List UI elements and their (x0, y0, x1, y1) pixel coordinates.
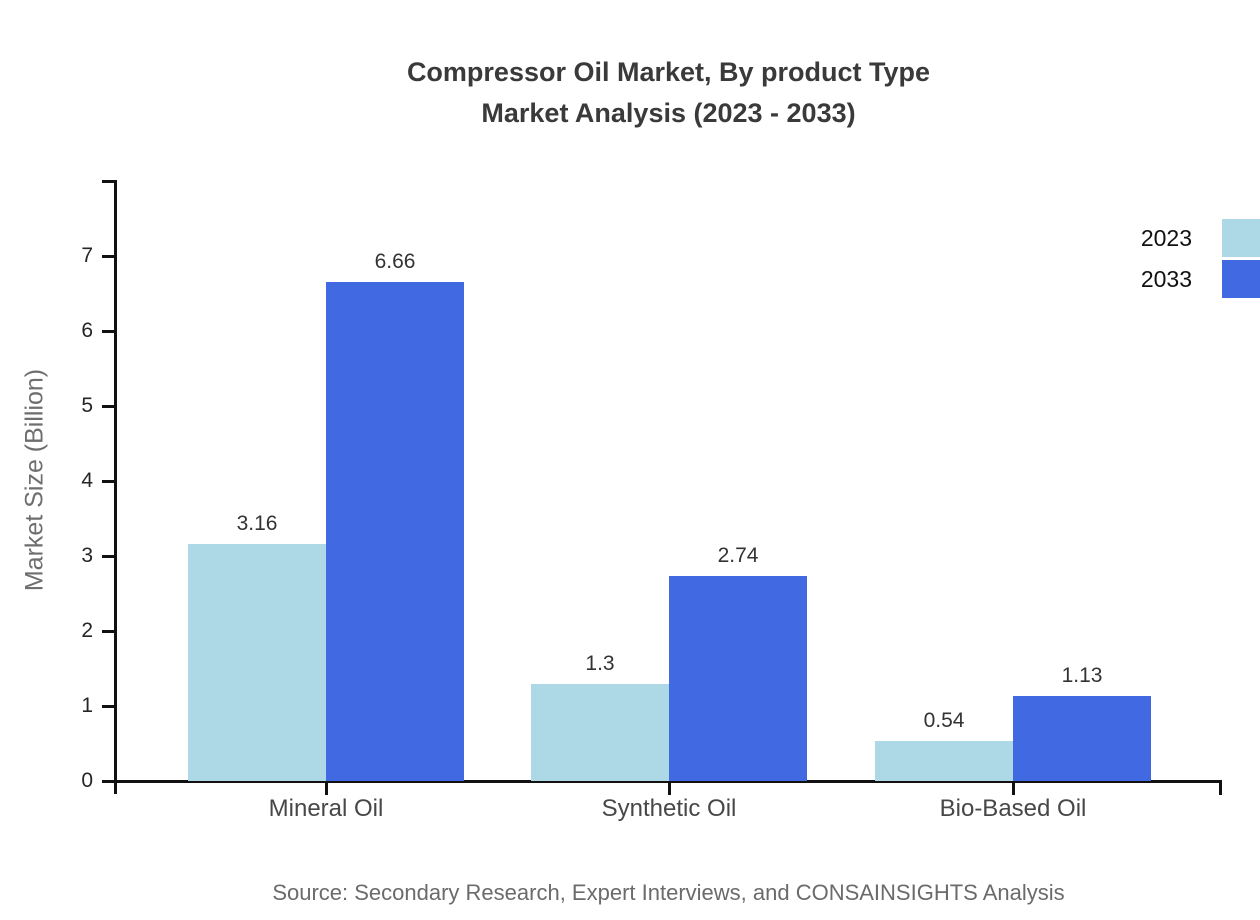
y-tick (102, 779, 115, 783)
bar-value-label-2033-mineral-oil: 6.66 (374, 249, 416, 273)
y-tick (102, 254, 115, 258)
category-label-mineral-oil: Mineral Oil (268, 795, 384, 822)
y-tick-label: 0 (81, 769, 93, 792)
legend-swatch-2023 (1222, 219, 1260, 257)
bar-value-label-2023-synthetic-oil: 1.3 (585, 651, 615, 675)
y-tick (102, 329, 115, 333)
y-tick (102, 554, 115, 558)
category-label-synthetic-oil: Synthetic Oil (601, 795, 737, 822)
legend-item-2023: 2023 (1141, 219, 1260, 257)
y-tick-label: 6 (81, 319, 93, 342)
y-tick-label: 1 (81, 694, 93, 717)
y-tick (102, 704, 115, 708)
legend-label-2033: 2033 (1140, 265, 1192, 292)
y-tick (102, 404, 115, 408)
x-tick (667, 781, 671, 795)
y-tick (102, 479, 115, 483)
bar-2033-bio-based-oil (1013, 696, 1151, 781)
legend-item-2033: 2033 (1141, 260, 1260, 298)
plot-area: 0 1 2 3 4 5 6 7 Mineral Oil Synthetic Oil Bio-Base… (81, 180, 1222, 822)
y-tick-label: 7 (81, 244, 93, 267)
bar-2023-bio-based-oil (875, 740, 1013, 781)
x-axis-end-tick (1219, 781, 1222, 795)
x-tick (324, 781, 328, 795)
chart-title: Compressor Oil Market, By product Type M… (115, 52, 1222, 134)
y-tick-label: 4 (81, 469, 93, 492)
x-axis-line (102, 780, 1222, 783)
bar-2023-mineral-oil (188, 544, 326, 781)
bar-2033-synthetic-oil (669, 575, 807, 781)
chart-title-line2: Market Analysis (2023 - 2033) (481, 98, 856, 128)
legend-swatch-2033 (1222, 260, 1260, 298)
y-axis-top-tick (102, 180, 115, 183)
y-tick (102, 629, 115, 633)
chart-title-line1: Compressor Oil Market, By product Type (406, 57, 931, 87)
bar-2023-synthetic-oil (531, 683, 669, 781)
bar-value-label-2023-mineral-oil: 3.16 (236, 512, 278, 535)
y-tick-label: 3 (81, 544, 93, 567)
category-label-bio-based-oil: Bio-Based Oil (939, 795, 1087, 822)
legend: 2023 2033 (1141, 219, 1260, 301)
bar-2033-mineral-oil (326, 281, 464, 781)
bar-value-label-2023-bio-based-oil: 0.54 (923, 708, 965, 732)
y-axis-line (114, 180, 117, 794)
x-tick (1011, 781, 1015, 795)
y-tick-label: 2 (81, 619, 93, 642)
bar-value-label-2033-synthetic-oil: 2.74 (717, 543, 759, 567)
y-tick-label: 5 (81, 394, 93, 417)
legend-label-2023: 2023 (1140, 224, 1192, 251)
bar-value-label-2033-bio-based-oil: 1.13 (1061, 664, 1103, 688)
source-attribution: Source: Secondary Research, Expert Inter… (272, 880, 1065, 905)
